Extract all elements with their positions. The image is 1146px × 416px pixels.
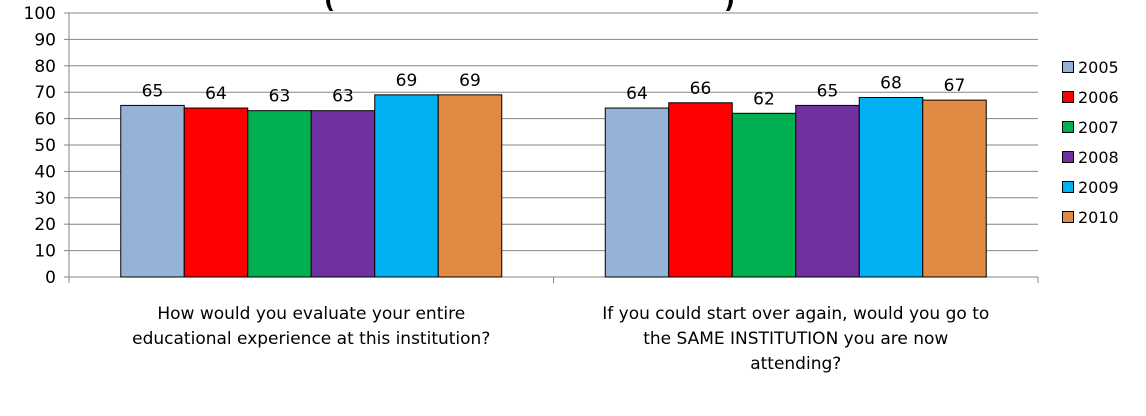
data-label: 65 — [142, 81, 164, 101]
data-label: 67 — [944, 76, 966, 96]
legend-swatch — [1062, 151, 1074, 163]
y-tick-label: 0 — [45, 268, 56, 288]
category-label-line: educational experience at this instituti… — [132, 329, 491, 349]
y-tick-label: 100 — [24, 4, 56, 24]
legend-swatch — [1062, 211, 1074, 223]
y-tick-label: 30 — [34, 189, 56, 209]
bar-2010-2 — [922, 99, 987, 278]
bar-2010-1 — [437, 94, 503, 278]
legend-item-2005: 2005 — [1062, 58, 1146, 78]
data-label: 66 — [690, 79, 712, 99]
y-tick-label: 40 — [34, 162, 56, 182]
legend-item-2009: 2009 — [1062, 178, 1146, 198]
y-tick-label: 20 — [34, 215, 56, 235]
data-label: 68 — [880, 73, 902, 93]
data-label: 63 — [269, 87, 291, 107]
legend-label: 2008 — [1078, 148, 1119, 167]
bar-2009-2 — [858, 96, 924, 278]
legend-swatch — [1062, 61, 1074, 73]
bar-2006-2 — [668, 102, 733, 278]
data-label: 64 — [205, 84, 227, 104]
bar-2005-2 — [604, 107, 670, 278]
legend-item-2010: 2010 — [1062, 208, 1146, 228]
legend-label: 2010 — [1078, 208, 1119, 227]
data-label: 69 — [459, 71, 481, 91]
bar-2009-1 — [374, 94, 439, 278]
legend-item-2008: 2008 — [1062, 148, 1146, 168]
legend-swatch — [1062, 181, 1074, 193]
data-label: 63 — [332, 87, 354, 107]
bar-2007-1 — [247, 110, 312, 278]
legend-swatch — [1062, 91, 1074, 103]
category-label-2: If you could start over again, would you… — [546, 302, 1046, 377]
y-tick-label: 70 — [34, 83, 56, 103]
category-label-1: How would you evaluate your entire educat… — [61, 302, 561, 352]
legend-item-2006: 2006 — [1062, 88, 1146, 108]
data-label: 62 — [753, 89, 775, 109]
data-label: 64 — [626, 84, 648, 104]
category-label-line: If you could start over again, would you… — [602, 304, 990, 324]
y-tick-label: 50 — [34, 136, 56, 156]
legend-label: 2007 — [1078, 118, 1119, 137]
category-label-line: How would you evaluate your entire — [157, 304, 466, 324]
legend-item-2007: 2007 — [1062, 118, 1146, 138]
y-tick-label: 80 — [34, 57, 56, 77]
category-label-line: the SAME INSTITUTION you are now — [643, 329, 949, 349]
y-tick-label: 10 — [34, 242, 56, 262]
legend-label: 2005 — [1078, 58, 1119, 77]
chart-title-fragment-left: ( — [324, 0, 335, 14]
legend-label: 2009 — [1078, 178, 1119, 197]
data-label: 65 — [817, 81, 839, 101]
legend-label: 2006 — [1078, 88, 1119, 107]
bar-2008-1 — [310, 110, 376, 278]
bar-2007-2 — [731, 112, 797, 278]
bar-2005-1 — [120, 104, 185, 278]
bar-2008-2 — [795, 104, 860, 278]
chart-title-fragment-right: ) — [724, 0, 735, 14]
y-tick-label: 60 — [34, 110, 56, 130]
bar-2006-1 — [183, 107, 249, 278]
y-tick-label: 90 — [34, 30, 56, 50]
category-label-line: attending? — [750, 354, 842, 374]
data-label: 69 — [396, 71, 418, 91]
legend-swatch — [1062, 121, 1074, 133]
